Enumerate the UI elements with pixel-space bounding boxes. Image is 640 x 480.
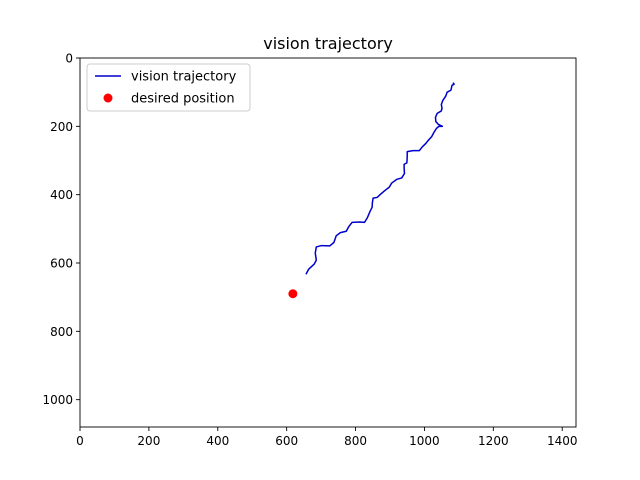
x-tick-label: 400 — [206, 434, 229, 448]
y-tick-label: 200 — [50, 120, 73, 134]
y-tick-label: 1000 — [42, 393, 73, 407]
y-tick-label: 0 — [65, 52, 73, 66]
x-tick-label: 1200 — [478, 434, 509, 448]
x-tick-label: 600 — [275, 434, 298, 448]
x-tick-label: 800 — [344, 434, 367, 448]
desired-position-point — [288, 289, 298, 299]
chart-title: vision trajectory — [263, 34, 393, 53]
x-tick-label: 200 — [137, 434, 160, 448]
series-line-vision-trajectory — [305, 82, 455, 275]
y-tick-label: 400 — [50, 188, 73, 202]
legend-label: vision trajectory — [131, 70, 237, 85]
x-tick-label: 1000 — [409, 434, 440, 448]
legend-label: desired position — [131, 92, 235, 107]
x-tick-label: 1400 — [547, 434, 578, 448]
y-tick-label: 600 — [50, 257, 73, 271]
legend-box — [86, 63, 251, 112]
y-tick-label: 800 — [50, 325, 73, 339]
legend-marker-swatch — [103, 93, 113, 103]
legend: vision trajectory desired position — [86, 63, 251, 112]
x-tick-label: 0 — [76, 434, 84, 448]
axes: 0 200 400 600 800 1000 1200 1400 0 200 400 600 800 10… — [42, 52, 577, 449]
plot-area — [288, 82, 455, 299]
axes-frame — [79, 57, 577, 428]
